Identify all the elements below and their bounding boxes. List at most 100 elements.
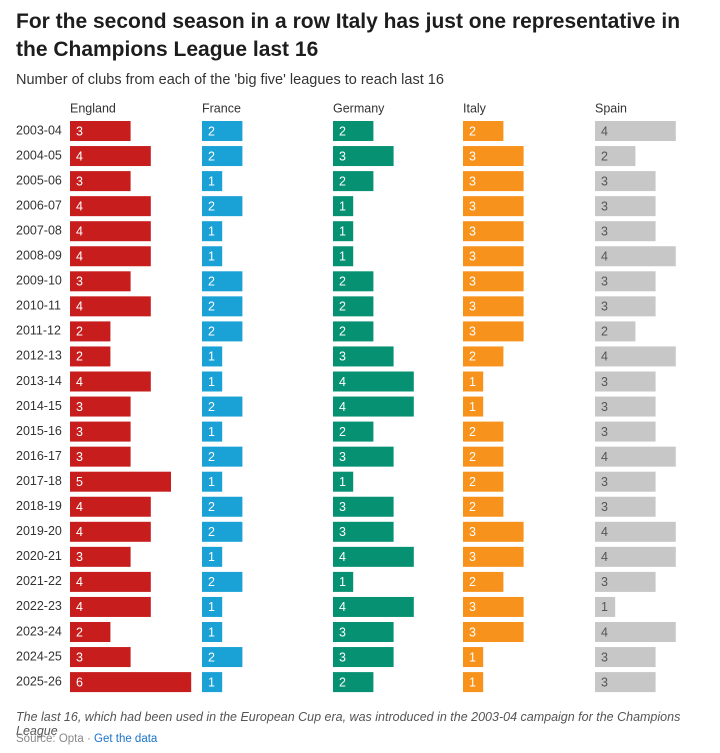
value-label: 3 xyxy=(469,224,476,238)
value-label: 1 xyxy=(208,250,215,264)
value-label: 2 xyxy=(208,300,215,314)
value-label: 3 xyxy=(601,575,608,589)
bar xyxy=(202,622,223,642)
bar xyxy=(463,196,524,217)
value-label: 3 xyxy=(469,300,476,314)
bar xyxy=(595,496,656,517)
value-label: 3 xyxy=(469,550,476,564)
column-header: Spain xyxy=(595,101,627,115)
note: The last 16, which had been used in the … xyxy=(16,710,681,738)
bar xyxy=(463,622,524,642)
bar xyxy=(333,471,354,492)
value-label: 4 xyxy=(601,550,608,564)
bar xyxy=(595,446,676,467)
value-label: 4 xyxy=(339,375,346,389)
bar xyxy=(333,296,374,317)
bar xyxy=(333,596,414,617)
value-label: 1 xyxy=(208,350,215,364)
bar xyxy=(595,221,656,242)
bar xyxy=(333,371,414,392)
bar xyxy=(202,596,223,617)
bar xyxy=(202,546,223,567)
value-label: 3 xyxy=(469,525,476,539)
bar xyxy=(595,396,656,417)
bar xyxy=(595,196,656,217)
value-label: 3 xyxy=(339,525,346,539)
bar xyxy=(595,296,656,317)
bar xyxy=(70,371,151,392)
value-label: 1 xyxy=(601,600,608,614)
bar xyxy=(202,672,223,693)
bar xyxy=(595,546,676,567)
value-label: 3 xyxy=(601,275,608,289)
value-label: 6 xyxy=(76,675,83,689)
bar xyxy=(333,171,374,192)
bar xyxy=(595,321,636,342)
bar xyxy=(202,496,243,517)
value-label: 4 xyxy=(76,199,83,213)
value-label: 3 xyxy=(469,250,476,264)
bar xyxy=(463,296,524,317)
value-label: 3 xyxy=(76,450,83,464)
value-label: 4 xyxy=(76,525,83,539)
value-label: 2 xyxy=(76,625,83,639)
value-label: 2 xyxy=(469,575,476,589)
value-label: 2 xyxy=(339,275,346,289)
value-label: 3 xyxy=(601,224,608,238)
bar xyxy=(202,121,243,141)
bar xyxy=(202,421,223,442)
value-label: 4 xyxy=(76,600,83,614)
value-label: 3 xyxy=(469,275,476,289)
value-label: 4 xyxy=(339,400,346,414)
bar xyxy=(333,321,374,342)
bar xyxy=(202,371,223,392)
value-label: 3 xyxy=(469,325,476,339)
value-label: 3 xyxy=(469,600,476,614)
bar xyxy=(70,622,111,642)
bar xyxy=(463,571,504,592)
row-label: 2017-18 xyxy=(16,474,62,488)
chart-subtitle: Number of clubs from each of the 'big fi… xyxy=(16,72,444,88)
bar xyxy=(70,421,131,442)
column-header: England xyxy=(70,101,116,115)
value-label: 2 xyxy=(601,149,608,163)
value-label: 3 xyxy=(339,350,346,364)
value-label: 4 xyxy=(76,575,83,589)
bar xyxy=(463,471,504,492)
bar xyxy=(333,647,394,668)
bar xyxy=(333,421,374,442)
row-label: 2022-23 xyxy=(16,599,62,613)
row-label: 2005-06 xyxy=(16,173,62,187)
get-data-link[interactable]: Get the data xyxy=(94,733,158,745)
value-label: 2 xyxy=(208,450,215,464)
value-label: 4 xyxy=(601,350,608,364)
bar xyxy=(463,521,524,542)
separator: · xyxy=(86,733,91,745)
value-label: 4 xyxy=(76,224,83,238)
bar xyxy=(463,647,484,668)
bar xyxy=(202,221,223,242)
bar xyxy=(463,246,524,267)
bar xyxy=(463,221,524,242)
value-label: 3 xyxy=(601,400,608,414)
value-label: 3 xyxy=(601,675,608,689)
bar xyxy=(202,321,243,342)
value-label: 2 xyxy=(469,500,476,514)
bar xyxy=(202,571,243,592)
row-label: 2025-26 xyxy=(16,674,62,688)
bar xyxy=(463,146,524,167)
value-label: 3 xyxy=(76,400,83,414)
value-label: 3 xyxy=(339,650,346,664)
bar xyxy=(463,371,484,392)
bar xyxy=(70,546,131,567)
value-label: 1 xyxy=(469,650,476,664)
value-label: 4 xyxy=(601,450,608,464)
row-label: 2018-19 xyxy=(16,499,62,513)
bar xyxy=(595,421,656,442)
column-header: Italy xyxy=(463,101,487,115)
value-label: 3 xyxy=(339,625,346,639)
bar xyxy=(595,271,656,292)
row-label: 2011-12 xyxy=(16,324,61,338)
